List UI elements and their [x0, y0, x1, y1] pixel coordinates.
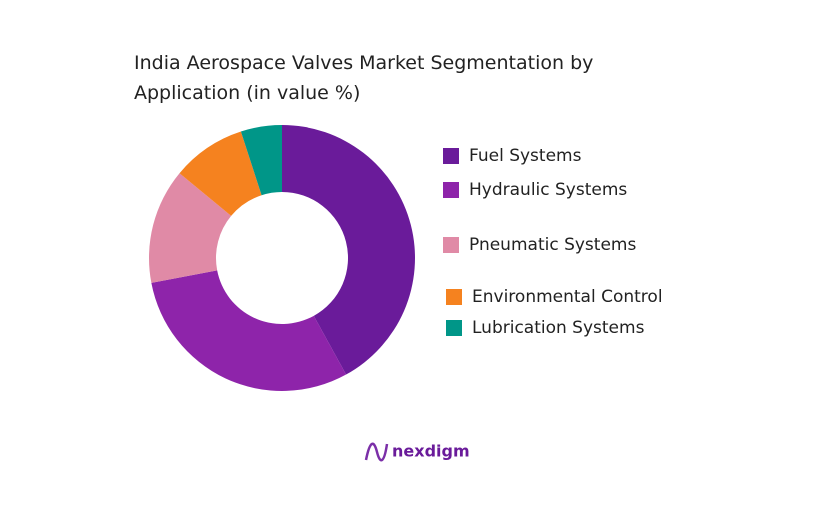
legend-label: Lubrication Systems — [472, 318, 645, 338]
donut-slice — [282, 125, 416, 375]
legend-label: Fuel Systems — [469, 146, 582, 166]
legend-swatch — [443, 182, 459, 198]
donut-slice — [148, 173, 232, 283]
legend-swatch — [446, 289, 462, 305]
donut-slice — [151, 270, 347, 392]
legend-label: Hydraulic Systems — [469, 180, 627, 200]
legend-swatch — [443, 148, 459, 164]
brand-logo: nexdigm — [364, 442, 470, 462]
brand-text: nexdigm — [392, 442, 470, 461]
legend-label: Pneumatic Systems — [469, 235, 636, 255]
legend-label: Environmental Control — [472, 287, 663, 307]
logo-icon — [364, 442, 389, 462]
donut-slice — [240, 125, 282, 196]
donut-slice — [179, 131, 262, 216]
legend-swatch — [443, 237, 459, 253]
chart-title: India Aerospace Valves Market Segmentati… — [134, 52, 594, 104]
legend-swatch — [446, 320, 462, 336]
